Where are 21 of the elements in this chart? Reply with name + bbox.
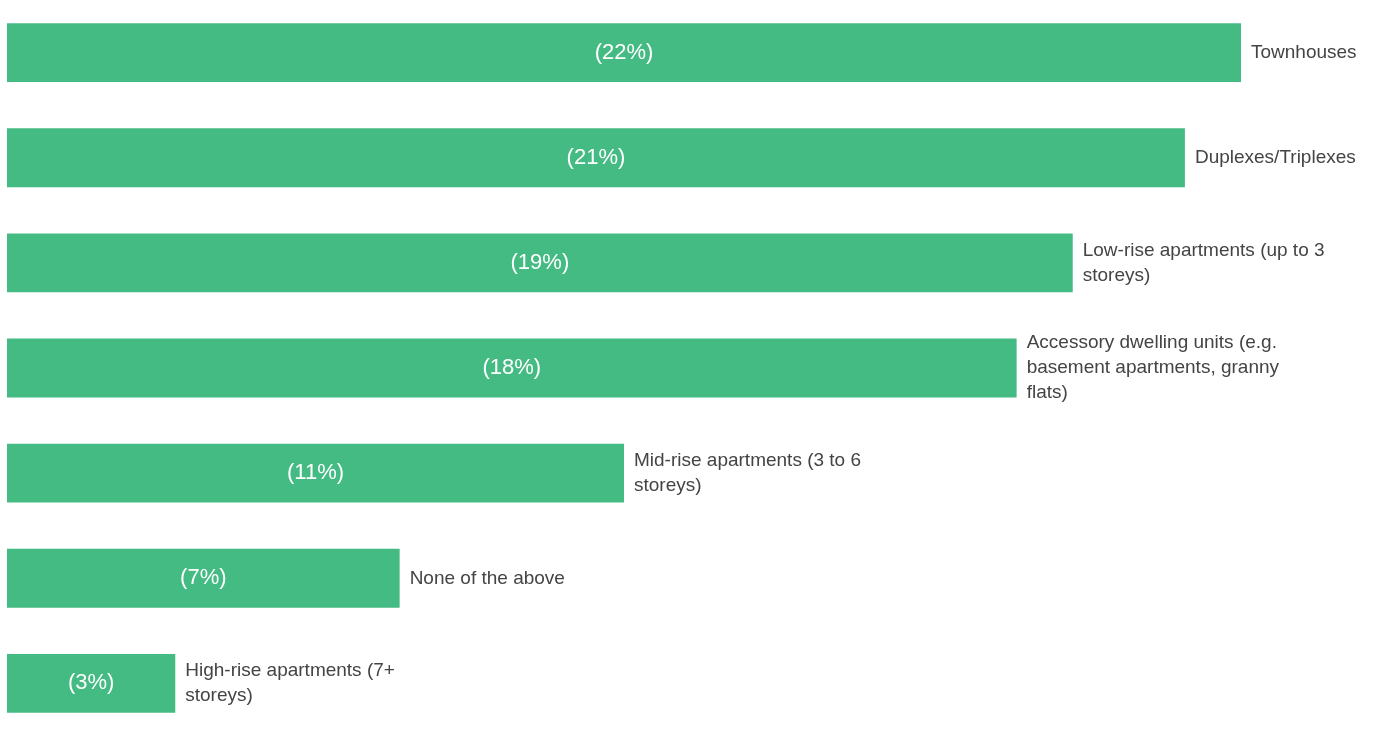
- bar: [7, 548, 400, 608]
- bar: [7, 233, 1073, 293]
- y-tick-label: Mid-rise apartments (3 to 6 storeys): [634, 448, 862, 495]
- y-tick-label: High-rise apartments (7+ storeys): [185, 659, 395, 706]
- data-label: (18%): [482, 354, 542, 380]
- bar: [7, 338, 1017, 398]
- y-tick-label: None of the above: [409, 566, 565, 588]
- data-label: (7%): [180, 564, 227, 590]
- bar: [7, 23, 1241, 83]
- bar: [7, 653, 176, 713]
- data-label: (21%): [566, 143, 626, 169]
- y-tick-label: Duplexes/Triplexes: [1194, 145, 1356, 167]
- y-tick-label: Accessory dwelling units (e.g. basement apartments, granny flats): [1026, 331, 1280, 403]
- data-label: (22%): [594, 38, 654, 64]
- y-tick-label: Low-rise apartments (up to 3 storeys): [1082, 238, 1325, 285]
- bar: [7, 128, 1185, 188]
- data-label: (11%): [286, 459, 345, 485]
- bar: [7, 443, 624, 503]
- data-label: (19%): [510, 248, 570, 274]
- y-tick-label: Townhouses: [1251, 40, 1357, 62]
- data-label: (3%): [67, 669, 115, 695]
